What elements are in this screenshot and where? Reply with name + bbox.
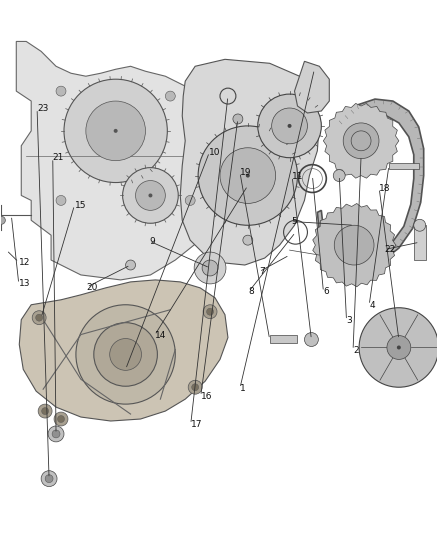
Text: 10: 10 bbox=[209, 148, 221, 157]
Text: 16: 16 bbox=[201, 392, 212, 401]
Circle shape bbox=[246, 174, 250, 177]
Circle shape bbox=[52, 430, 60, 438]
Circle shape bbox=[304, 333, 318, 346]
Circle shape bbox=[56, 86, 66, 96]
Text: 14: 14 bbox=[155, 331, 166, 340]
Circle shape bbox=[243, 235, 253, 245]
Circle shape bbox=[126, 260, 135, 270]
Circle shape bbox=[32, 311, 46, 325]
Circle shape bbox=[343, 123, 379, 159]
Circle shape bbox=[76, 305, 175, 404]
Text: 17: 17 bbox=[191, 420, 202, 429]
Polygon shape bbox=[16, 42, 220, 280]
Circle shape bbox=[288, 124, 292, 128]
Circle shape bbox=[334, 225, 374, 265]
Text: 15: 15 bbox=[74, 200, 86, 209]
Text: 23: 23 bbox=[37, 104, 49, 113]
Text: 20: 20 bbox=[87, 282, 98, 292]
Text: 1: 1 bbox=[240, 384, 246, 393]
Circle shape bbox=[305, 334, 318, 345]
Circle shape bbox=[272, 108, 307, 144]
Polygon shape bbox=[313, 204, 396, 287]
Circle shape bbox=[54, 412, 68, 426]
Circle shape bbox=[42, 408, 49, 415]
Circle shape bbox=[203, 305, 217, 319]
Circle shape bbox=[64, 79, 167, 182]
Polygon shape bbox=[19, 280, 228, 421]
Text: 12: 12 bbox=[19, 258, 30, 266]
Circle shape bbox=[86, 101, 145, 160]
Circle shape bbox=[387, 336, 411, 359]
Circle shape bbox=[258, 94, 321, 158]
Text: 19: 19 bbox=[240, 168, 251, 177]
Text: 6: 6 bbox=[323, 287, 329, 296]
Bar bbox=[414, 225, 426, 260]
Circle shape bbox=[397, 345, 401, 350]
Circle shape bbox=[38, 404, 52, 418]
Polygon shape bbox=[318, 99, 424, 268]
Circle shape bbox=[220, 148, 276, 204]
Text: 9: 9 bbox=[149, 237, 155, 246]
Circle shape bbox=[359, 308, 438, 387]
Text: 5: 5 bbox=[291, 217, 297, 226]
Text: 11: 11 bbox=[292, 172, 304, 181]
Circle shape bbox=[188, 380, 202, 394]
Circle shape bbox=[148, 193, 152, 197]
Text: 21: 21 bbox=[53, 154, 64, 163]
Circle shape bbox=[185, 196, 195, 205]
Bar bbox=[270, 335, 297, 343]
Circle shape bbox=[135, 181, 165, 211]
Circle shape bbox=[165, 91, 175, 101]
Circle shape bbox=[123, 168, 178, 223]
Circle shape bbox=[351, 131, 371, 151]
Text: 22: 22 bbox=[385, 245, 396, 254]
Text: 18: 18 bbox=[379, 183, 391, 192]
Polygon shape bbox=[180, 59, 319, 265]
Circle shape bbox=[35, 314, 42, 321]
Circle shape bbox=[207, 308, 214, 315]
Circle shape bbox=[333, 169, 345, 182]
Circle shape bbox=[45, 475, 53, 482]
Polygon shape bbox=[323, 103, 399, 178]
Circle shape bbox=[194, 252, 226, 284]
Text: 4: 4 bbox=[369, 301, 375, 310]
Text: 2: 2 bbox=[353, 346, 359, 354]
Circle shape bbox=[202, 260, 218, 276]
Text: 7: 7 bbox=[259, 267, 265, 276]
Polygon shape bbox=[294, 61, 329, 113]
Text: 13: 13 bbox=[19, 279, 30, 288]
Text: 3: 3 bbox=[346, 316, 352, 325]
Circle shape bbox=[233, 114, 243, 124]
Circle shape bbox=[198, 126, 297, 225]
Circle shape bbox=[94, 322, 157, 386]
Circle shape bbox=[192, 384, 198, 391]
Circle shape bbox=[110, 338, 141, 370]
Circle shape bbox=[0, 216, 5, 224]
Circle shape bbox=[414, 219, 426, 231]
Bar bbox=[389, 163, 419, 168]
Circle shape bbox=[114, 129, 118, 133]
Circle shape bbox=[41, 471, 57, 487]
Text: 8: 8 bbox=[249, 287, 254, 296]
Circle shape bbox=[48, 426, 64, 442]
Circle shape bbox=[57, 416, 64, 423]
Circle shape bbox=[56, 196, 66, 205]
